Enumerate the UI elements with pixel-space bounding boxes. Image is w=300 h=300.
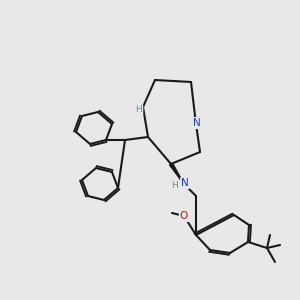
Text: N: N	[193, 118, 201, 128]
Text: N: N	[181, 178, 189, 188]
Text: O: O	[180, 211, 188, 221]
Text: H: H	[136, 106, 142, 115]
Text: H: H	[171, 182, 177, 190]
Polygon shape	[169, 163, 184, 184]
